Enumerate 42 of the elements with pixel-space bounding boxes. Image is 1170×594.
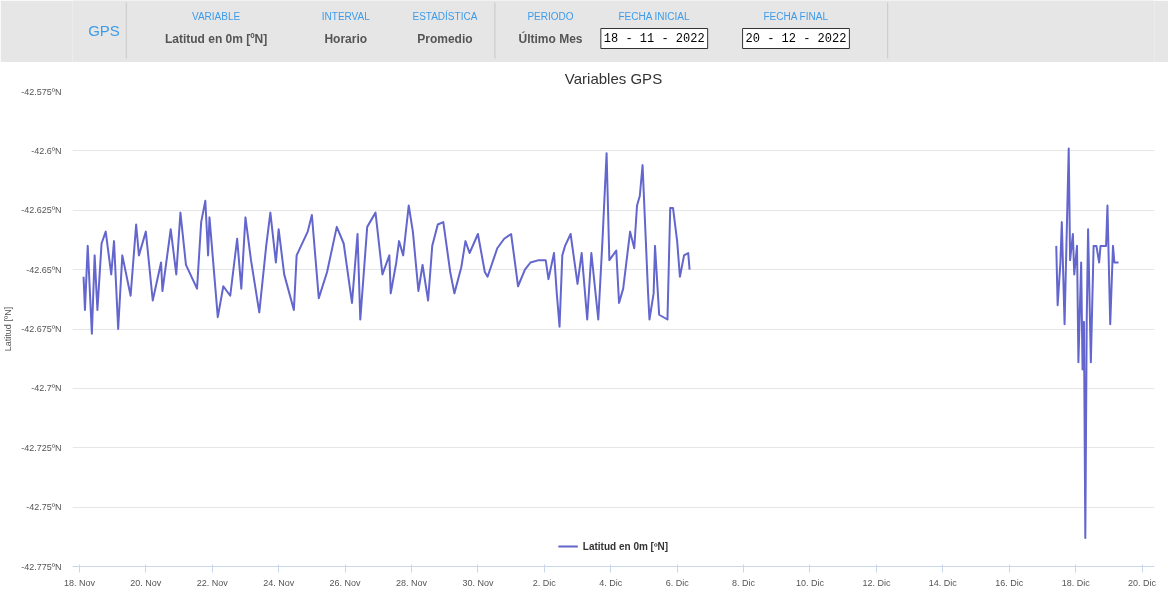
text: ESTADÍSTICA — [412, 10, 478, 22]
text: GPS — [88, 22, 120, 39]
x-tick-label: 10. Dic — [795, 577, 825, 588]
y-tick-label: -42.725ºN — [21, 442, 62, 453]
x-tick-label: 12. Dic — [862, 577, 891, 588]
text: PERIODO — [527, 11, 574, 22]
x-tick-label: 4. Dic — [599, 577, 623, 588]
text: FECHA INICIAL — [618, 11, 690, 22]
y-tick-label: -42.625ºN — [21, 205, 62, 216]
text: FECHA FINAL — [763, 11, 829, 22]
x-tick-label: 20. Dic — [1128, 577, 1157, 588]
y-tick-label: -42.775ºN — [21, 561, 62, 572]
x-tick-label: 18. Dic — [1061, 577, 1091, 588]
text: Último Mes — [518, 30, 583, 46]
text: 20 - 12 - 2022 — [745, 31, 847, 46]
y-tick-label: -42.575ºN — [21, 86, 62, 97]
x-tick-label: 28. Nov — [395, 577, 428, 588]
y-tick-label: -42.65ºN — [26, 264, 62, 275]
y-tick-label: -42.6ºN — [31, 145, 62, 156]
x-tick-label: 26. Nov — [329, 577, 362, 588]
chart-title: Variables GPS — [564, 69, 663, 87]
text: Latitud en 0m [ºN] — [164, 31, 268, 46]
x-tick-label: 8. Dic — [732, 577, 756, 588]
legend-label: Latitud en 0m [ºN] — [582, 540, 669, 552]
text: INTERVAL — [321, 11, 371, 22]
y-axis-title: Latitud [ºN] — [3, 306, 14, 352]
y-tick-label: -42.75ºN — [26, 502, 62, 513]
x-tick-label: 6. Dic — [665, 577, 690, 588]
y-tick-label: -42.675ºN — [21, 324, 62, 334]
x-tick-label: 22. Nov — [196, 577, 229, 588]
text: 18 - 11 - 2022 — [603, 31, 705, 46]
text: Promedio — [417, 31, 473, 46]
x-tick-label: 20. Nov — [130, 577, 162, 588]
x-tick-label: 18. Nov — [63, 577, 96, 588]
text: VARIABLE — [192, 11, 241, 22]
text: Horario — [324, 31, 368, 46]
x-tick-label: 24. Nov — [263, 577, 295, 588]
y-tick-label: -42.7ºN — [31, 383, 62, 394]
x-tick-label: 2. Dic — [532, 577, 557, 588]
x-tick-label: 16. Dic — [995, 577, 1024, 588]
x-tick-label: 30. Nov — [462, 577, 494, 588]
x-tick-label: 14. Dic — [928, 577, 958, 588]
